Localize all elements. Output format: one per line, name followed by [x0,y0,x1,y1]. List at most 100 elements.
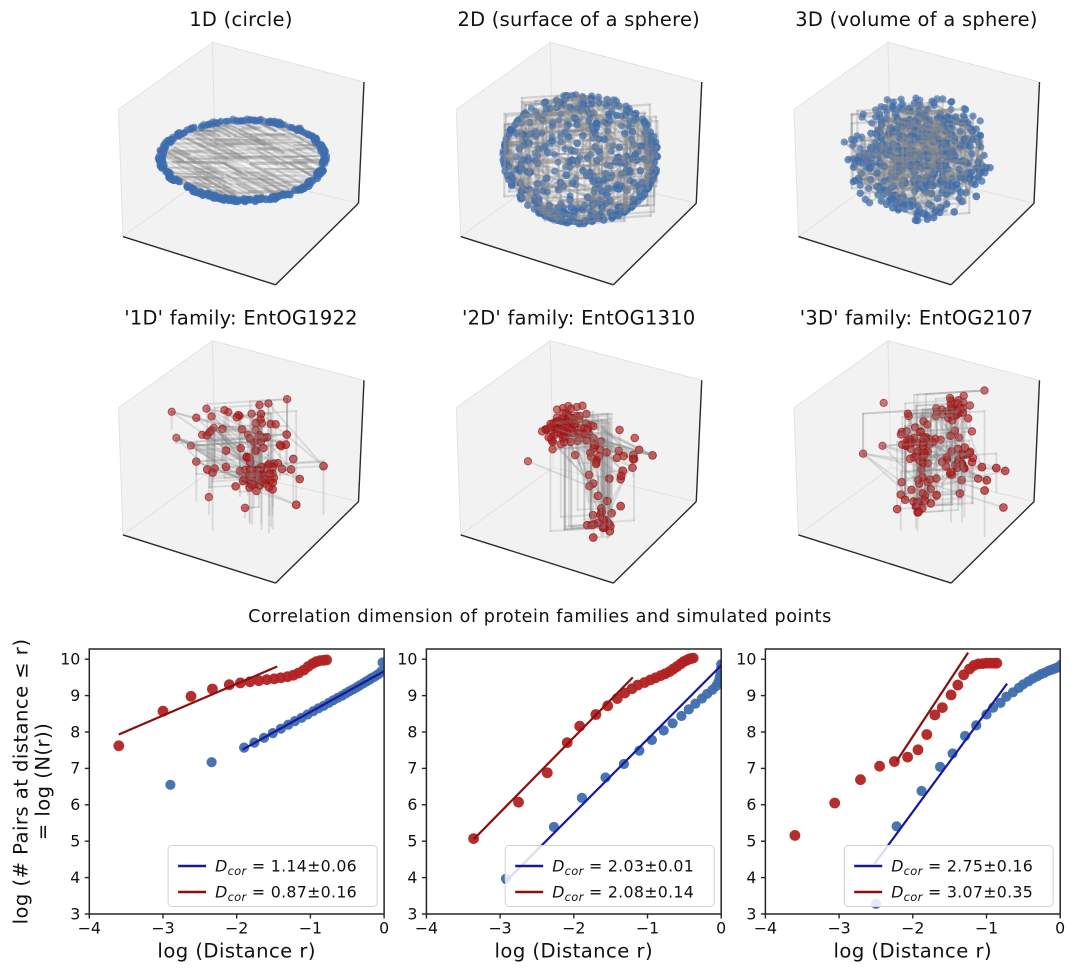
x-tick-label: −3 [151,919,174,938]
link-segment [636,158,658,172]
axis-line-x [798,235,952,286]
scatter-point-3d [524,156,532,164]
scatter-point-3d [525,185,534,193]
link-segment [168,174,315,182]
axis-line-x [122,235,276,286]
link-segment [524,136,548,180]
link-segment [583,517,604,521]
scatter-point-3d [578,401,587,411]
red-point [829,797,841,809]
scatter-point-3d [942,200,951,208]
scatter-point-3d [188,124,196,132]
link-segment [570,155,626,162]
scatter-point-3d [557,138,565,146]
link-segment [217,121,321,175]
scatter-point-3d [619,112,627,120]
scatter-point-3d [948,130,956,138]
link-segment [159,158,237,201]
scatter-point-3d [507,125,515,134]
link-segment [605,98,636,116]
link-segment [522,101,546,105]
y-tick-label: 3 [407,904,417,923]
link-segment [261,174,291,191]
link-segment [546,198,572,203]
scatter-point-3d [876,157,884,166]
link-segment [160,148,324,153]
scatter-point-3d [940,161,949,169]
link-segment [585,107,649,141]
link-segment [562,181,623,188]
link-segment [579,98,593,102]
link-segment [619,204,649,209]
link-segment [536,182,601,216]
scatter-point-3d [652,152,661,160]
link-segment [222,161,248,177]
scatter-point-3d [217,117,225,125]
y-tick-label: 9 [746,686,756,705]
scatter-point-3d [568,105,576,113]
scatter-point-3d [516,179,524,187]
x-tick-label: 0 [1055,919,1065,938]
scatter-point-3d [576,154,584,162]
link-segment [566,94,601,104]
red-point [991,657,1003,669]
link-segment [611,143,632,147]
scatter-point-3d [603,95,611,103]
blue-point [667,718,678,729]
link-segment [602,100,618,104]
link-segment [543,213,595,217]
legend-var: D [891,883,903,902]
link-segment [518,160,571,166]
link-segment [193,168,222,184]
scatter-point-3d [939,95,947,103]
scatter-point-3d [284,190,292,199]
scatter-point-3d [518,113,526,121]
scatter-point-3d [1000,466,1010,476]
link-segment [183,185,302,191]
link-segment [541,181,601,201]
link-segment [528,172,546,216]
red-point [912,744,924,756]
link-segment [526,189,545,193]
scatter-point-3d [599,216,608,224]
scatter-point-3d [616,471,626,481]
link-segment [186,137,206,148]
link-segment [501,151,524,156]
link-segment [507,178,513,186]
link-segment [623,171,632,214]
link-segment [507,164,525,190]
scatter-point-3d [966,124,974,133]
link-segment [197,142,229,160]
scatter-point-3d [277,120,285,128]
link-segment [219,122,252,140]
link-segment [160,151,254,202]
link-segment [289,162,318,179]
scatter-point-3d [223,117,230,125]
scatter-point-3d [533,197,541,205]
link-segment [537,195,572,200]
legend-value: = 0.87±0.16 [247,883,357,902]
x-tick-label: −3 [488,919,511,938]
y-tick-label: 7 [70,759,80,778]
axis-line-z [357,81,365,204]
y-tick-label: 5 [70,831,80,850]
scatter-point-3d [155,156,163,165]
scatter-point-3d [513,130,521,138]
scatter-point-3d [586,168,594,177]
link-segment [933,133,950,137]
scatter-point-3d [631,117,639,125]
link-segment [927,100,953,105]
scatter-point-3d [167,407,176,416]
scatter-point-3d [595,196,604,204]
link-segment [522,117,577,123]
link-segment [503,133,538,147]
scatter-point-3d [873,169,881,177]
link-segment [533,161,560,165]
scatter-point-3d [166,169,175,178]
link-segment [196,136,238,159]
scatter-point-3d [636,166,645,175]
scatter-point-3d [293,126,301,134]
link-segment [205,128,221,138]
links-3d [159,118,326,202]
scatter-point-3d [588,201,596,209]
